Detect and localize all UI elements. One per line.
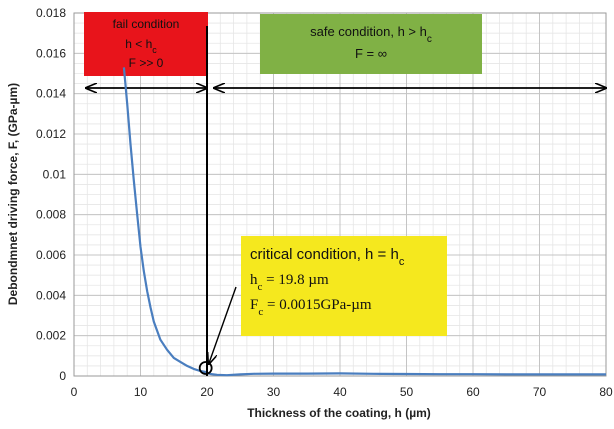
fail-condition-title: fail condition — [113, 17, 180, 31]
fail-condition-force: F >> 0 — [129, 56, 164, 70]
fail-condition-inequality: h < hc — [125, 37, 157, 55]
safe-condition-box: safe condition, h > hc F = ∞ — [260, 14, 482, 74]
x-tick-label: 40 — [333, 385, 347, 399]
y-tick-label: 0.004 — [36, 288, 66, 302]
plot-area-border — [73, 12, 607, 377]
fail-condition-background — [84, 12, 208, 76]
x-tick-labels: 0 10 20 30 40 50 60 70 80 — [71, 385, 613, 399]
y-tick-labels: 0 0.002 0.004 0.006 0.008 0.01 0.012 0.014 0.016… — [36, 6, 66, 383]
x-tick-label: 50 — [400, 385, 414, 399]
safe-condition-title: safe condition, h > hc — [310, 24, 432, 45]
x-tick-label: 20 — [200, 385, 214, 399]
x-tick-label: 70 — [533, 385, 547, 399]
y-tick-label: 0.016 — [36, 46, 66, 60]
safe-condition-force: F = ∞ — [355, 46, 387, 61]
x-tick-label: 80 — [599, 385, 613, 399]
y-tick-label: 0.018 — [36, 6, 66, 20]
x-tick-label: 60 — [466, 385, 480, 399]
critical-thickness-value: hc = 19.8 µm — [250, 272, 329, 293]
critical-condition-background — [241, 236, 447, 336]
y-tick-label: 0.014 — [36, 87, 66, 101]
y-tick-label: 0.008 — [36, 208, 66, 222]
safe-condition-background — [260, 14, 482, 74]
x-axis-title: Thickness of the coating, h (µm) — [247, 406, 431, 420]
y-tick-label: 0 — [59, 369, 66, 383]
driving-force-curve — [122, 67, 606, 377]
critical-point-marker — [198, 361, 213, 375]
y-axis-title: Debondmnet driving force, F, (GPa-µm) — [6, 83, 20, 305]
fail-condition-box: fail condition h < hc F >> 0 — [84, 12, 208, 76]
y-tick-label: 0.012 — [36, 127, 66, 141]
x-tick-label: 10 — [134, 385, 148, 399]
critical-force-value: Fc = 0.0015GPa-µm — [250, 297, 372, 318]
critical-condition-box: critical condition, h = hc hc = 19.8 µm … — [241, 236, 447, 336]
x-tick-label: 30 — [267, 385, 281, 399]
y-tick-label: 0.01 — [43, 167, 67, 181]
y-tick-label: 0.006 — [36, 248, 66, 262]
critical-condition-title: critical condition, h = hc — [250, 246, 405, 268]
y-tick-label: 0.002 — [36, 329, 66, 343]
x-tick-label: 0 — [71, 385, 78, 399]
critical-leader-line — [209, 286, 237, 364]
